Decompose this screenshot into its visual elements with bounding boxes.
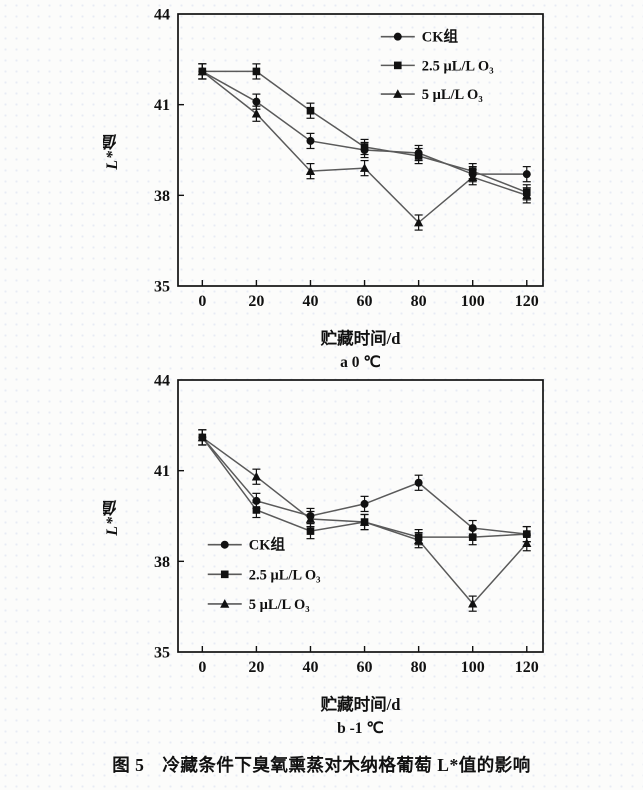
x-tick-label: 80: [411, 293, 427, 310]
sub-caption-b: b -1 ℃: [337, 720, 384, 737]
triangle-marker: [522, 190, 532, 200]
circle-marker: [393, 32, 402, 41]
legend-label: 5 μL/L O₃: [249, 597, 311, 613]
y-tick-label: 44: [154, 373, 170, 390]
triangle-marker: [305, 166, 316, 175]
y-axis-label-a: L*值: [104, 132, 121, 170]
square-marker: [522, 530, 531, 538]
x-tick-label: 20: [248, 659, 264, 676]
triangle-marker: [468, 172, 478, 181]
triangle-marker: [414, 535, 424, 544]
x-tick-label: 60: [357, 293, 373, 310]
triangle-marker: [251, 471, 262, 481]
y-tick-label: 44: [154, 7, 170, 24]
plot-border: [177, 379, 544, 653]
square-marker: [306, 106, 315, 115]
y-axis-label-wrap-a: L*值: [98, 6, 128, 296]
sub-caption-a: a 0 ℃: [340, 354, 381, 371]
square-marker: [393, 61, 402, 70]
legend: CK组 2.5 μL/L O₃ 5 μL/L O₃: [380, 28, 494, 103]
y-tick-label: 35: [154, 279, 170, 296]
legend-label: CK组: [422, 28, 459, 46]
square-marker: [252, 506, 261, 514]
triangle-marker: [393, 89, 403, 98]
plot-border: [177, 13, 544, 287]
circle-marker: [220, 540, 229, 549]
x-tick-label: 80: [411, 659, 427, 676]
x-tick-label: 0: [198, 293, 206, 310]
legend-label: 5 μL/L O₃: [422, 87, 484, 103]
chart-a-plot: 0 20 40 60 80 100 120 35 38 41 44 CK组 2.5 μL/L O₃ 5 μ…: [154, 7, 544, 310]
x-tick-label: 0: [198, 659, 206, 676]
legend: CK组 2.5 μL/L O₃ 5 μL/L O₃: [207, 536, 321, 613]
figure-caption: 图 5 冷藏条件下臭氧熏蒸对木纳格葡萄 L*值的影响: [112, 755, 531, 775]
circle-marker: [252, 97, 261, 106]
y-axis-label-b: L*值: [104, 498, 121, 536]
x-tick-label: 40: [302, 659, 318, 676]
y-axis-label-wrap-b: L*值: [98, 372, 128, 662]
circle-marker: [414, 478, 423, 487]
legend-label: 2.5 μL/L O₃: [249, 567, 321, 583]
x-tick-label: 120: [515, 293, 539, 310]
x-tick-label: 120: [515, 659, 539, 676]
x-tick-label: 100: [461, 659, 485, 676]
chart-b-plot: 0 20 40 60 80 100 120 35 38 41 44 CK组 2.5 μL/L O₃ 5 μ…: [154, 373, 544, 676]
legend-label: CK组: [249, 536, 286, 554]
triangle-marker: [197, 66, 207, 76]
triangle-marker: [305, 514, 316, 523]
y-tick-label: 38: [154, 554, 170, 571]
triangle-marker: [414, 217, 424, 227]
chart-block-b: L*值 0 20 40 60 80 100 120 35 38 41 44 CK组 2.5 μL/L O…: [0, 372, 643, 738]
triangle-marker: [359, 517, 370, 526]
legend-label: 2.5 μL/L O₃: [422, 58, 494, 74]
y-tick-label: 38: [154, 188, 170, 205]
triangle-marker: [220, 599, 230, 608]
square-marker: [414, 152, 423, 160]
y-tick-label: 41: [154, 97, 170, 114]
square-marker: [468, 533, 477, 541]
circle-marker: [360, 499, 369, 508]
triangle-marker: [197, 432, 207, 442]
triangle-marker: [359, 163, 370, 172]
square-marker: [252, 67, 261, 76]
square-marker: [220, 570, 229, 579]
square-marker: [360, 143, 369, 151]
chart-block-a: L*值 0 20 40 60 80 100 120 35 38 41 44 CK组 2.5 μL/L O…: [0, 6, 643, 372]
triangle-marker: [468, 598, 478, 608]
x-tick-label: 40: [302, 293, 318, 310]
circle-marker: [522, 170, 531, 179]
x-tick-label: 20: [248, 293, 264, 310]
circle-marker: [306, 136, 315, 145]
square-marker: [306, 527, 315, 535]
triangle-marker: [251, 108, 262, 118]
x-axis-label-b: 贮藏时间/d: [320, 695, 401, 714]
triangle-marker: [522, 538, 532, 547]
x-axis-label-a: 贮藏时间/d: [320, 329, 401, 348]
y-tick-label: 41: [154, 463, 170, 480]
x-tick-label: 60: [357, 659, 373, 676]
x-tick-label: 100: [461, 293, 485, 310]
y-tick-label: 35: [154, 645, 170, 662]
